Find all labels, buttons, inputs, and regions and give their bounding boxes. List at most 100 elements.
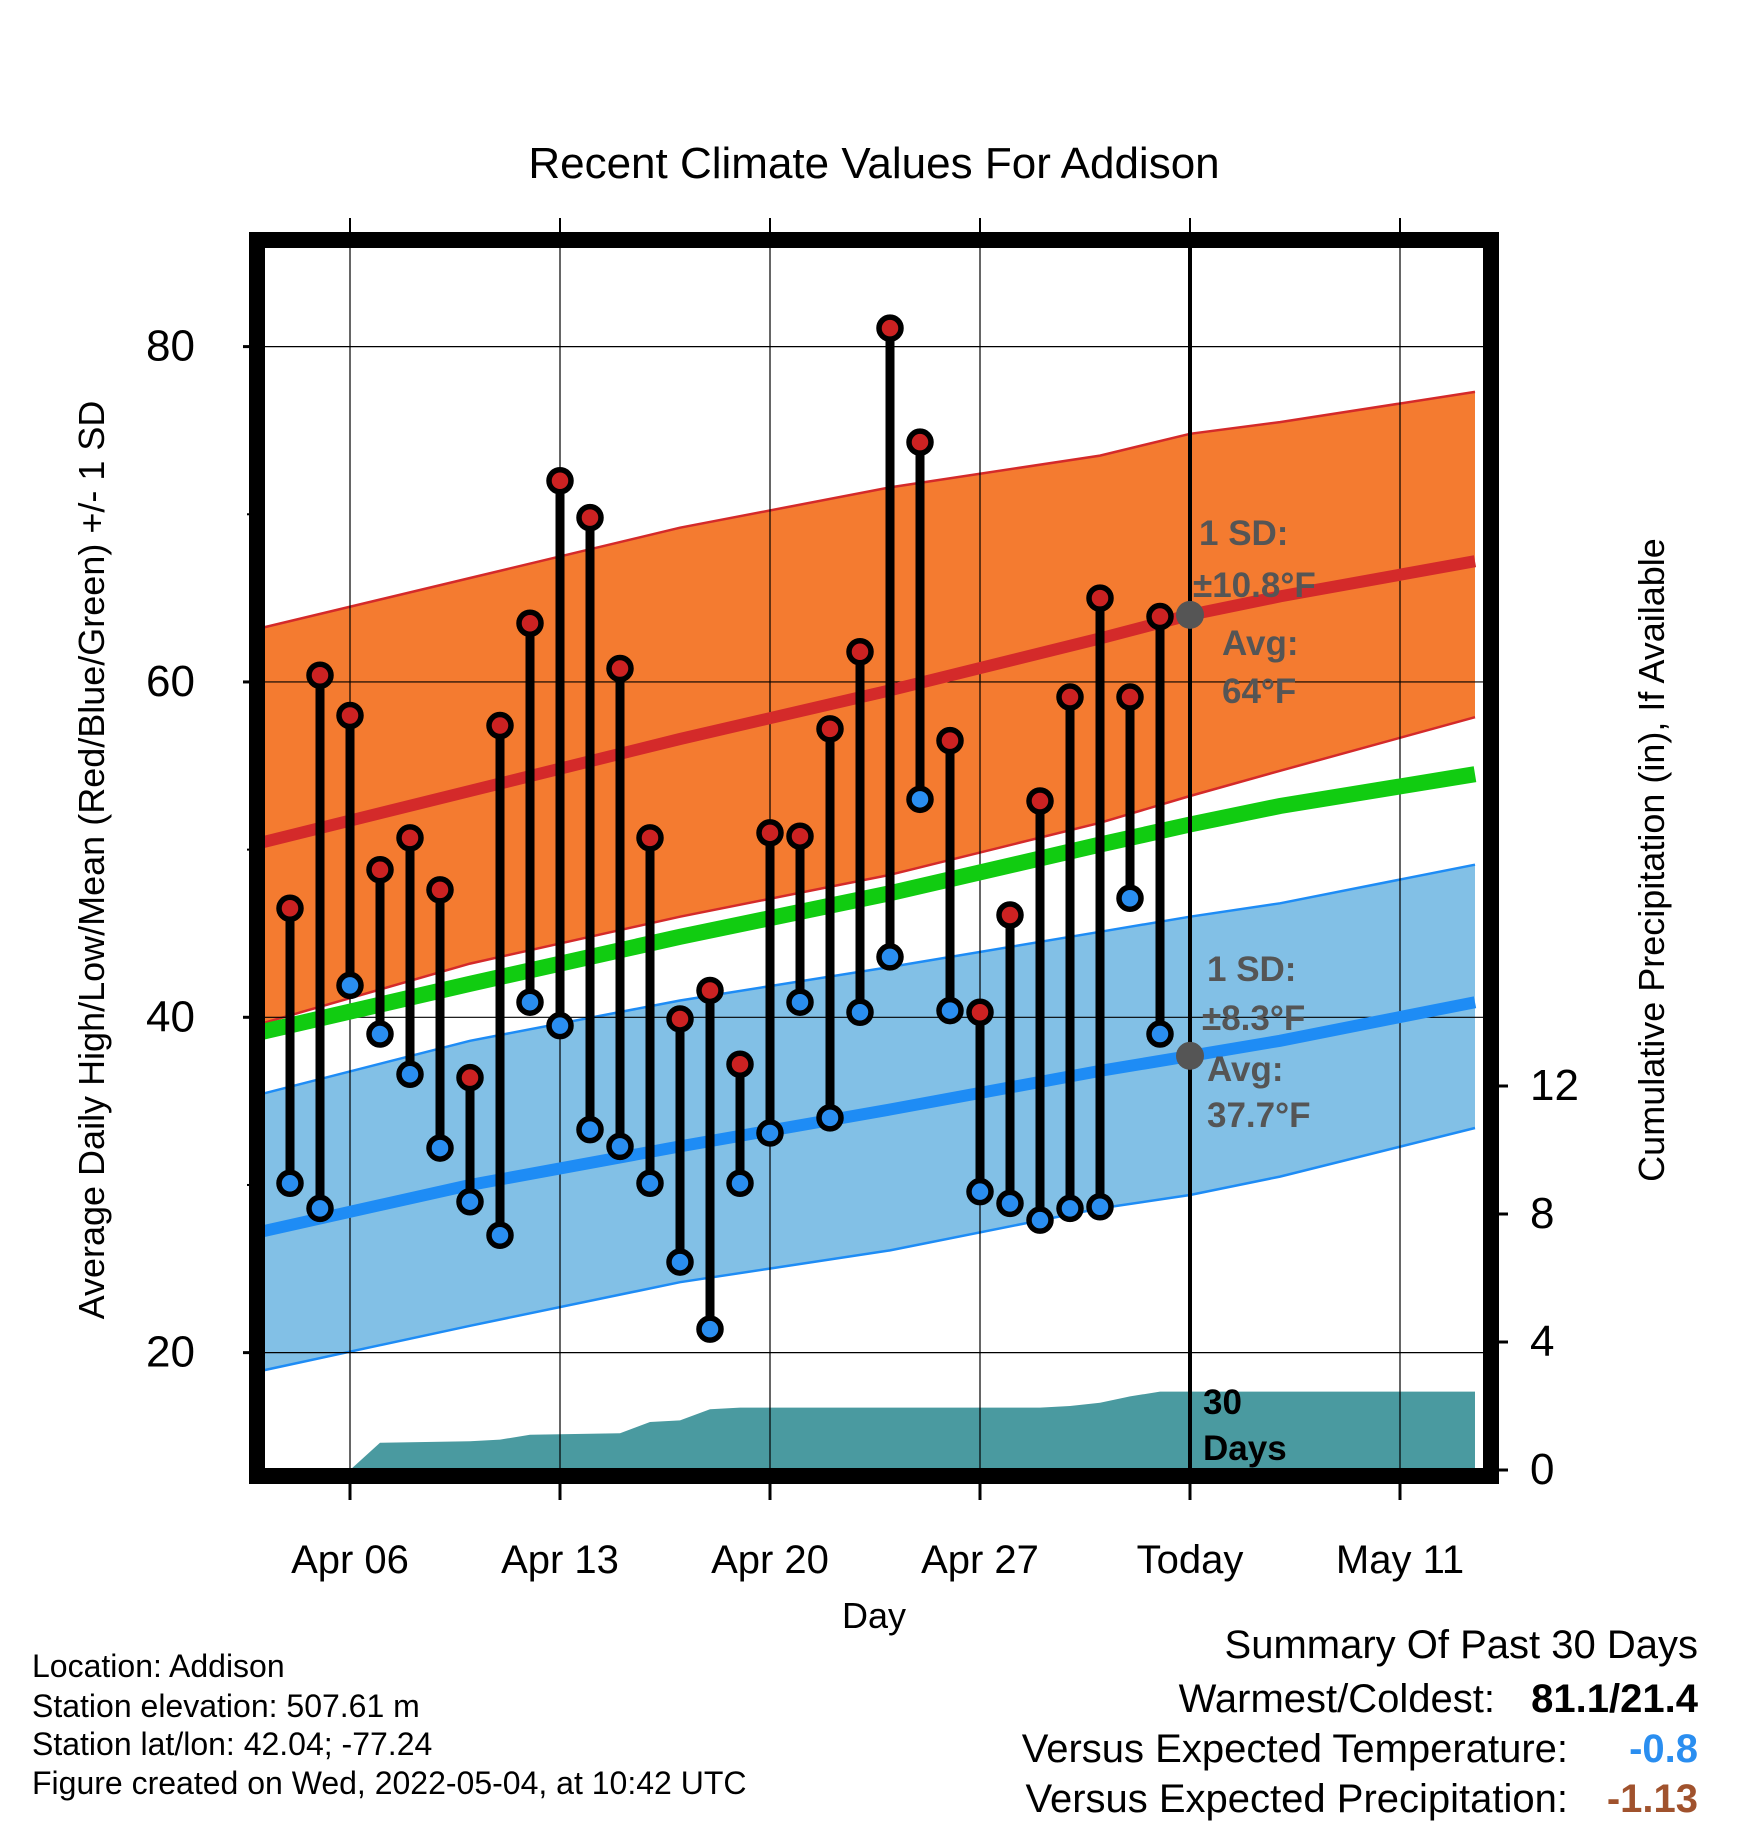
summary-title: Summary Of Past 30 Days bbox=[1225, 1623, 1698, 1667]
high-temp-point bbox=[456, 1063, 484, 1092]
high-temp-point bbox=[606, 654, 634, 683]
plot-frame bbox=[249, 232, 1499, 1484]
low-temp-point bbox=[756, 1119, 784, 1147]
summary-panel: Summary Of Past 30 Days Warmest/Coldest:… bbox=[1022, 1623, 1699, 1821]
low-temp-point bbox=[666, 1248, 694, 1276]
x-tick-label: Apr 06 bbox=[291, 1538, 409, 1582]
high-temp-point bbox=[426, 876, 454, 904]
location-text: Location: Addison bbox=[32, 1648, 285, 1684]
y-right-tick-label: 4 bbox=[1530, 1317, 1554, 1366]
high-temp-point bbox=[1116, 683, 1144, 711]
high-sd-value: ±10.8°F bbox=[1193, 566, 1316, 605]
low-temp-point bbox=[1026, 1206, 1054, 1234]
x-tick-label: May 11 bbox=[1336, 1538, 1464, 1582]
low-temp-point bbox=[516, 988, 544, 1016]
precip-area bbox=[263, 1391, 1475, 1470]
low-temp-point bbox=[426, 1134, 454, 1162]
high-temp-point bbox=[396, 824, 424, 852]
high-sd-label: 1 SD: bbox=[1199, 514, 1288, 553]
low-avg-label: Avg: bbox=[1207, 1050, 1283, 1089]
high-temp-point bbox=[636, 824, 664, 852]
temp-label: Versus Expected Temperature: bbox=[1022, 1727, 1568, 1771]
x-axis: Apr 06 Apr 13 Apr 20 Apr 27 Today May 11 bbox=[291, 218, 1464, 1582]
low-temp-point bbox=[936, 996, 964, 1025]
low-temp-point bbox=[606, 1132, 634, 1161]
high-temp-point bbox=[696, 976, 724, 1005]
precip-label: Versus Expected Precipitation: bbox=[1025, 1777, 1568, 1821]
chart-title: Recent Climate Values For Addison bbox=[528, 139, 1219, 188]
annotations: 1 SD: ±10.8°F Avg: 64°F 1 SD: ±8.3°F Avg… bbox=[1193, 514, 1316, 1468]
low-temp-point bbox=[696, 1315, 724, 1343]
high-temp-point bbox=[756, 819, 784, 847]
y-axis-left-label: Average Daily High/Low/Mean (Red/Blue/Gr… bbox=[71, 401, 112, 1320]
low-temp-point bbox=[336, 971, 364, 1000]
high-temp-point bbox=[276, 894, 304, 923]
high-avg-value: 64°F bbox=[1222, 672, 1296, 711]
precip-value: -1.13 bbox=[1607, 1777, 1698, 1821]
high-temp-point bbox=[1056, 683, 1084, 711]
high-temp-point bbox=[906, 428, 934, 456]
high-avg-label: Avg: bbox=[1222, 624, 1298, 663]
high-temp-point bbox=[936, 726, 964, 755]
low-temp-point bbox=[576, 1115, 604, 1144]
high-temp-point bbox=[516, 609, 544, 638]
high-temp-point bbox=[846, 638, 874, 666]
low-temp-point bbox=[786, 988, 814, 1016]
x-tick-label: Apr 27 bbox=[921, 1538, 1039, 1582]
today-avg-high-marker bbox=[1176, 600, 1204, 629]
low-temp-point bbox=[636, 1169, 664, 1198]
low-temp-point bbox=[1116, 884, 1144, 912]
cumulative-precip-area bbox=[263, 1391, 1475, 1470]
high-temp-point bbox=[876, 314, 904, 342]
low-temp-point bbox=[1056, 1194, 1084, 1223]
y-left-tick-label: 60 bbox=[146, 657, 195, 706]
low-temp-point bbox=[486, 1221, 514, 1250]
high-temp-point bbox=[726, 1050, 754, 1078]
low-temp-point bbox=[1146, 1020, 1174, 1048]
low-temp-point bbox=[306, 1194, 334, 1223]
low-temp-point bbox=[1086, 1193, 1114, 1221]
y-axis-right-label: Cumulative Precipitation (in), If Availa… bbox=[1631, 538, 1672, 1182]
x-tick-label: Apr 20 bbox=[711, 1538, 829, 1582]
low-sd-value: ±8.3°F bbox=[1202, 999, 1305, 1038]
low-temp-point bbox=[846, 998, 874, 1027]
high-band-lower-edge bbox=[263, 715, 1476, 1025]
y-right-tick-label: 8 bbox=[1530, 1189, 1554, 1238]
low-temp-point bbox=[276, 1169, 304, 1198]
temp-value: -0.8 bbox=[1629, 1727, 1698, 1771]
low-band-lower-edge bbox=[263, 1126, 1476, 1372]
y-axis-right: 0 4 8 12 bbox=[1491, 1061, 1579, 1494]
high-temp-point bbox=[786, 822, 814, 850]
warm-cold-label: Warmest/Coldest: bbox=[1179, 1677, 1495, 1721]
y-axis-left: 20 40 60 80 bbox=[146, 322, 257, 1377]
high-temp-point bbox=[816, 715, 844, 743]
high-temp-point bbox=[1086, 584, 1114, 612]
low-avg-value: 37.7°F bbox=[1207, 1096, 1311, 1135]
precip-days-word: Days bbox=[1203, 1429, 1287, 1468]
high-temp-point bbox=[546, 466, 574, 495]
low-temp-point bbox=[816, 1104, 844, 1132]
high-band-upper-edge bbox=[263, 390, 1476, 629]
high-sd-band bbox=[263, 391, 1475, 1024]
low-band-upper-edge bbox=[263, 863, 1476, 1095]
latlon-text: Station lat/lon: 42.04; -77.24 bbox=[32, 1726, 432, 1762]
low-temp-point bbox=[966, 1177, 994, 1206]
high-temp-point bbox=[666, 1005, 694, 1033]
y-left-tick-label: 20 bbox=[146, 1328, 195, 1377]
warm-cold-value: 81.1/21.4 bbox=[1531, 1677, 1699, 1721]
created-text: Figure created on Wed, 2022-05-04, at 10… bbox=[32, 1765, 746, 1801]
x-axis-label: Day bbox=[842, 1595, 906, 1636]
high-temp-point bbox=[366, 855, 394, 884]
low-temp-point bbox=[396, 1060, 424, 1089]
observed-temperatures bbox=[276, 314, 1204, 1343]
low-temp-point bbox=[876, 943, 904, 971]
high-temp-point bbox=[966, 998, 994, 1027]
avg-mean-line bbox=[263, 766, 1477, 1040]
y-right-tick-label: 12 bbox=[1530, 1061, 1579, 1110]
high-temp-point bbox=[1146, 602, 1174, 631]
x-tick-label: Today bbox=[1137, 1538, 1244, 1582]
normal-lines bbox=[263, 555, 1477, 1238]
low-temp-point bbox=[546, 1011, 574, 1040]
avg-low-line bbox=[263, 996, 1477, 1238]
